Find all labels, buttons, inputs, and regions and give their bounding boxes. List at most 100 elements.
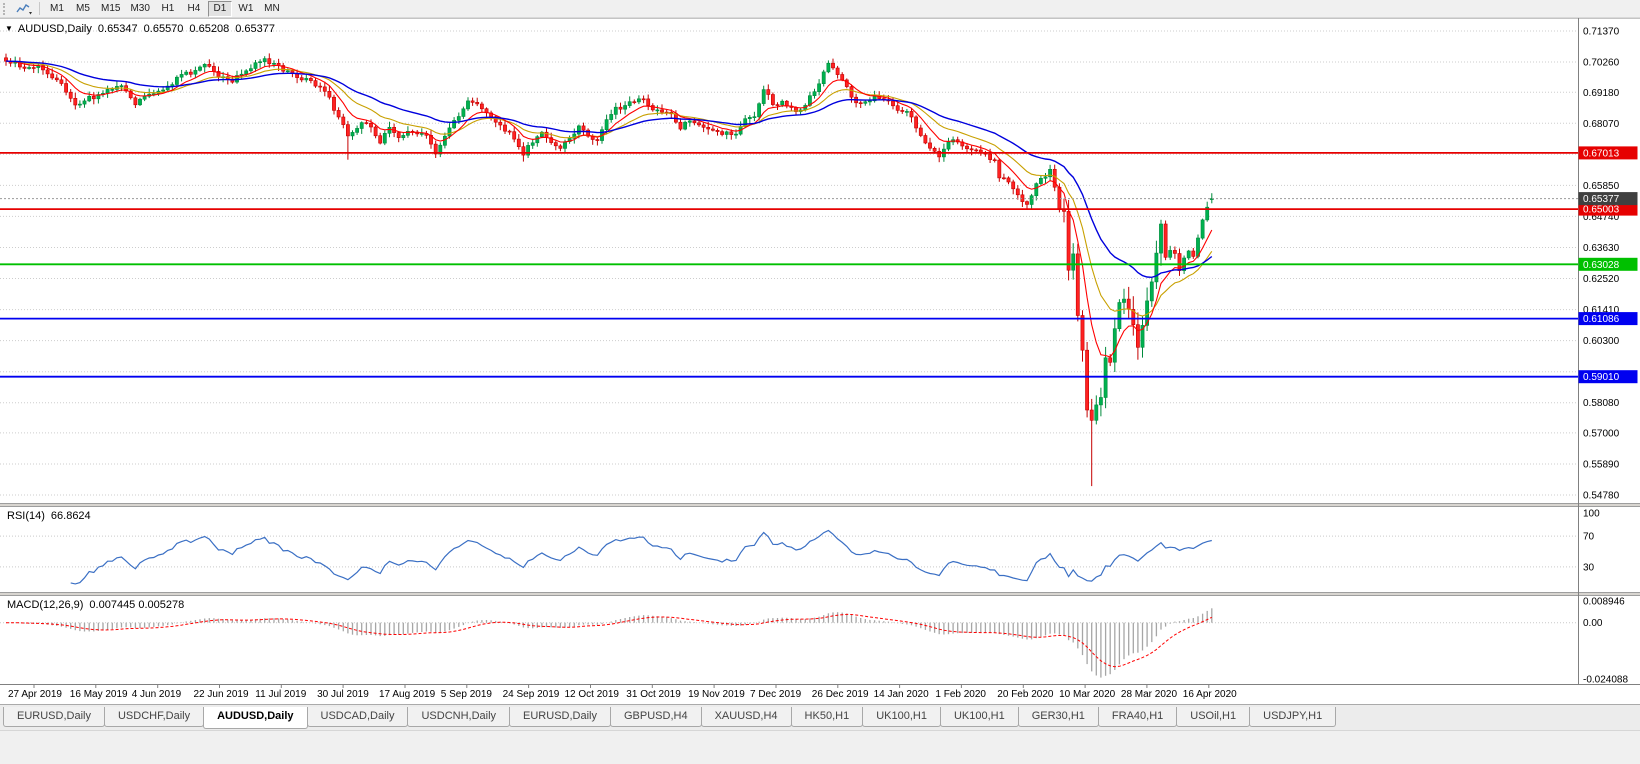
chart-tab-eurusd-daily-2[interactable]: EURUSD,Daily: [509, 707, 611, 727]
svg-text:0.65850: 0.65850: [1583, 181, 1620, 192]
svg-text:0.71370: 0.71370: [1583, 27, 1620, 38]
timeframe-m15-button[interactable]: M15: [97, 0, 125, 17]
svg-text:1 Feb 2020: 1 Feb 2020: [935, 689, 986, 700]
svg-text:0.60300: 0.60300: [1583, 336, 1620, 347]
svg-text:0.54780: 0.54780: [1583, 491, 1620, 502]
svg-text:0.57000: 0.57000: [1583, 428, 1620, 439]
svg-text:0.68070: 0.68070: [1583, 119, 1620, 130]
chart-area[interactable]: 0.71370 0.70260 0.69180 0.68070 0.65850 0.647…: [0, 18, 1640, 704]
pane-separator-rsi[interactable]: [0, 503, 1640, 507]
mini-chart-icon: [16, 3, 32, 14]
ma-slow-line[interactable]: [5, 60, 1213, 279]
chart-tab-fra40-h1[interactable]: FRA40,H1: [1097, 707, 1178, 727]
svg-text:30 Jul 2019: 30 Jul 2019: [317, 689, 369, 700]
ohlc-close: 0.65377: [235, 23, 275, 35]
svg-text:0.63028: 0.63028: [1583, 260, 1620, 271]
ma-fast-line[interactable]: [5, 60, 1213, 358]
macd-signal-line[interactable]: [6, 613, 1213, 668]
chart-symbol-period: AUDUSD,Daily: [17, 23, 92, 35]
price-axis-labels: 0.71370 0.70260 0.69180 0.68070 0.65850 0.647…: [1583, 27, 1620, 502]
chart-tab-uk100-h1[interactable]: UK100,H1: [862, 707, 941, 727]
timeframe-toolbar: M1 M5 M15 M30 H1 H4 D1 W1 MN: [0, 0, 1640, 18]
chart-tab-eurusd-daily[interactable]: EURUSD,Daily: [3, 707, 105, 727]
svg-text:0.61086: 0.61086: [1583, 314, 1620, 325]
svg-text:70: 70: [1583, 532, 1595, 543]
price-label-0.59010: 0.59010: [1578, 370, 1638, 384]
macd-histogram: [9, 608, 1213, 678]
chart-tab-usdjpy-h1[interactable]: USDJPY,H1: [1249, 707, 1337, 727]
svg-text:17 Aug 2019: 17 Aug 2019: [379, 689, 436, 700]
svg-text:10 Mar 2020: 10 Mar 2020: [1059, 689, 1116, 700]
svg-text:0.63630: 0.63630: [1583, 243, 1620, 254]
svg-text:12 Oct 2019: 12 Oct 2019: [565, 689, 620, 700]
chart-tab-audusd-daily[interactable]: AUDUSD,Daily: [203, 707, 308, 729]
price-label-0.63028: 0.63028: [1578, 257, 1638, 271]
horizontal-level-lines: [0, 151, 1578, 378]
chart-tab-ger30-h1[interactable]: GER30,H1: [1017, 707, 1099, 727]
svg-text:0.65003: 0.65003: [1583, 205, 1620, 216]
timeframe-mn-button[interactable]: MN: [259, 0, 284, 17]
chart-tab-usdcad-daily[interactable]: USDCAD,Daily: [306, 707, 409, 727]
chart-ohlc-readout: ▼ AUDUSD,Daily 0.65347 0.65570 0.65208 0.6537…: [5, 23, 275, 35]
chart-tab-uk100-h1-2[interactable]: UK100,H1: [939, 707, 1019, 727]
rsi-value: 66.8624: [50, 510, 91, 522]
timeframe-h4-button[interactable]: H4: [181, 0, 206, 17]
svg-text:22 Jun 2019: 22 Jun 2019: [194, 689, 249, 700]
svg-text:0.62520: 0.62520: [1583, 274, 1620, 285]
chart-canvas[interactable]: 0.71370 0.70260 0.69180 0.68070 0.65850 0.647…: [0, 18, 1640, 704]
svg-text:0.008946: 0.008946: [1583, 597, 1625, 608]
price-label-0.61086: 0.61086: [1578, 312, 1638, 326]
chart-background: [0, 18, 1640, 704]
toolbar-grip[interactable]: [3, 2, 10, 15]
chart-tab-gbpusd-h4[interactable]: GBPUSD,H4: [610, 707, 702, 727]
svg-text:0.58080: 0.58080: [1583, 398, 1620, 409]
svg-text:0.70260: 0.70260: [1583, 58, 1620, 69]
ohlc-low: 0.65208: [189, 23, 230, 35]
svg-text:16 Apr 2020: 16 Apr 2020: [1183, 689, 1237, 700]
chart-tab-hk50-h1[interactable]: HK50,H1: [790, 707, 864, 727]
chart-tab-usdcnh-daily[interactable]: USDCNH,Daily: [407, 707, 511, 727]
one-click-trading-arrow-icon[interactable]: ▼: [5, 24, 13, 33]
rsi-indicator-label: RSI(14) 66.8624: [7, 510, 91, 522]
timeframe-m5-button[interactable]: M5: [71, 0, 95, 17]
ohlc-high: 0.65570: [143, 23, 184, 35]
timeframe-m1-button[interactable]: M1: [45, 0, 69, 17]
svg-text:0.61410: 0.61410: [1583, 305, 1620, 316]
price-label-0.67013: 0.67013: [1578, 146, 1638, 160]
svg-text:16 May 2019: 16 May 2019: [70, 689, 128, 700]
svg-text:24 Sep 2019: 24 Sep 2019: [503, 689, 560, 700]
current-price-label: 0.65377: [1578, 192, 1638, 206]
svg-text:0.55890: 0.55890: [1583, 460, 1620, 471]
chart-tab-xauusd-h4[interactable]: XAUUSD,H4: [700, 707, 792, 727]
svg-text:0.59010: 0.59010: [1583, 372, 1620, 383]
svg-text:5 Sep 2019: 5 Sep 2019: [441, 689, 493, 700]
chart-tab-usoil-h1[interactable]: USOil,H1: [1176, 707, 1251, 727]
svg-text:26 Dec 2019: 26 Dec 2019: [812, 689, 869, 700]
chart-svg: 0.71370 0.70260 0.69180 0.68070 0.65850 0.647…: [0, 18, 1640, 704]
ohlc-open: 0.65347: [97, 23, 138, 35]
rsi-pane: 100 70 30: [0, 509, 1600, 585]
macd-pane: 0.008946 0.00 -0.024088: [0, 597, 1628, 686]
svg-text:0.65377: 0.65377: [1583, 194, 1620, 205]
timeframe-d1-button[interactable]: D1: [207, 0, 232, 17]
pane-separator-macd[interactable]: [0, 592, 1640, 596]
timeframe-h1-button[interactable]: H1: [155, 0, 180, 17]
ma-medium-line[interactable]: [5, 60, 1213, 317]
svg-text:14 Jan 2020: 14 Jan 2020: [874, 689, 929, 700]
svg-text:0.69180: 0.69180: [1583, 88, 1620, 99]
rsi-line[interactable]: [70, 529, 1212, 585]
chart-tab-usdchf-daily[interactable]: USDCHF,Daily: [103, 707, 205, 727]
svg-text:20 Feb 2020: 20 Feb 2020: [997, 689, 1054, 700]
price-label-0.65003: 0.65003: [1578, 202, 1638, 216]
macd-name: MACD(12,26,9): [7, 599, 84, 611]
svg-text:28 Mar 2020: 28 Mar 2020: [1121, 689, 1178, 700]
timeframe-w1-button[interactable]: W1: [233, 0, 258, 17]
chart-periods-icon[interactable]: [14, 2, 34, 16]
svg-text:30: 30: [1583, 562, 1595, 573]
macd-indicator-label: MACD(12,26,9) 0.007445 0.005278: [7, 599, 184, 611]
svg-text:27 Apr 2019: 27 Apr 2019: [8, 689, 62, 700]
chart-tab-bar: EURUSD,Daily USDCHF,Daily AUDUSD,Daily U…: [0, 704, 1640, 730]
timeframe-m30-button[interactable]: M30: [126, 0, 154, 17]
rsi-name: RSI(14): [7, 510, 45, 522]
